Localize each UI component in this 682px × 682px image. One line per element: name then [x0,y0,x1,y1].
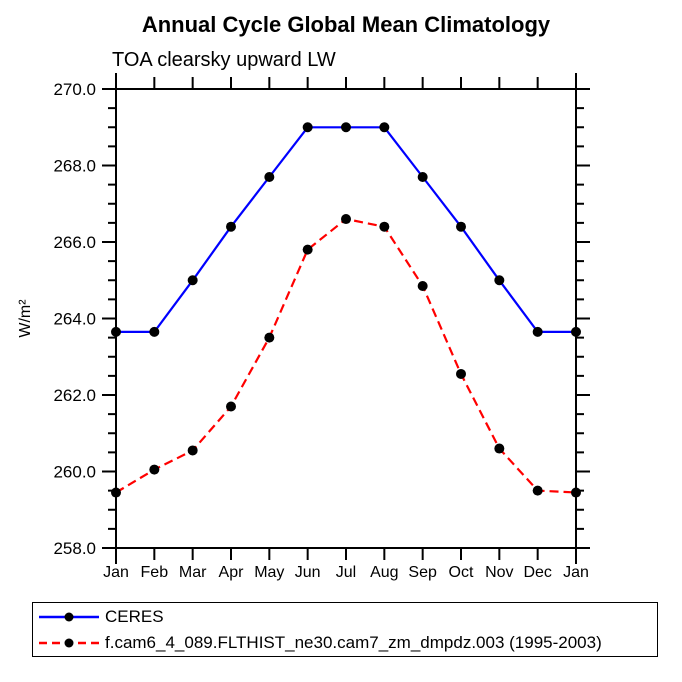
y-tick-label: 260.0 [53,463,96,482]
chart-title: Annual Cycle Global Mean Climatology [141,12,551,37]
data-point-marker [226,221,236,232]
chart-subtitle: TOA clearsky upward LW [112,49,336,71]
data-point-marker [494,443,505,454]
x-tick-label: Dec [523,564,551,581]
y-tick-label: 262.0 [53,386,96,405]
data-point-marker [456,368,466,379]
data-point-marker [532,326,543,337]
data-point-marker [187,275,198,286]
data-point-marker [302,122,313,133]
x-tick-label: Mar [179,564,207,581]
data-point-marker [187,445,198,456]
series-line-1 [115,217,577,494]
x-tick-label: Jan [103,564,129,581]
y-axis-label: W/m² [17,299,34,338]
data-point-marker [456,221,466,232]
x-tick-label: Nov [485,564,513,581]
x-tick-label: Jul [336,564,356,581]
legend-line-sample [39,638,99,647]
legend-entry-0: CERES [33,604,657,629]
data-point-marker [264,171,275,182]
y-tick-label: 264.0 [53,310,96,329]
data-point-marker [149,464,160,475]
data-point-marker [341,122,351,133]
data-point-marker [532,485,543,496]
x-tick-label: Aug [370,564,398,581]
data-point-marker [264,332,275,343]
plot-frame [115,88,577,549]
x-tick-label: Apr [219,564,245,581]
data-point-marker [111,326,121,337]
y-tick-label: 270.0 [53,80,96,99]
data-point-marker [571,487,581,498]
legend-marker [64,612,74,621]
y-tick-label: 266.0 [53,233,96,252]
x-tick-label: Sep [408,564,437,581]
legend-box: CERES f.cam6_4_089.FLTHIST_ne30.cam7_zm_d… [32,602,658,657]
data-point-marker [149,326,160,337]
data-point-marker [226,401,236,412]
x-tick-label: Jun [295,564,321,581]
y-tick-label: 258.0 [53,539,96,558]
x-tick-label: Oct [449,564,474,581]
legend-marker [64,638,74,647]
x-tick-label: May [254,564,284,581]
data-point-marker [302,244,313,255]
series-line-0 [116,126,576,333]
y-tick-label: 268.0 [53,157,96,176]
data-point-marker [571,326,581,337]
data-point-marker [417,171,428,182]
legend-label: CERES [105,606,164,626]
data-point-marker [111,487,121,498]
data-point-marker [341,214,351,225]
data-point-marker [494,275,505,286]
legend-entry-1: f.cam6_4_089.FLTHIST_ne30.cam7_zm_dmpdz.… [33,630,657,655]
x-tick-label: Jan [563,564,589,581]
data-point-marker [379,221,390,232]
data-point-marker [379,122,390,133]
legend-line-sample [39,612,99,621]
legend-label: f.cam6_4_089.FLTHIST_ne30.cam7_zm_dmpdz.… [105,632,602,652]
data-point-marker [417,280,428,291]
x-tick-label: Feb [141,564,169,581]
